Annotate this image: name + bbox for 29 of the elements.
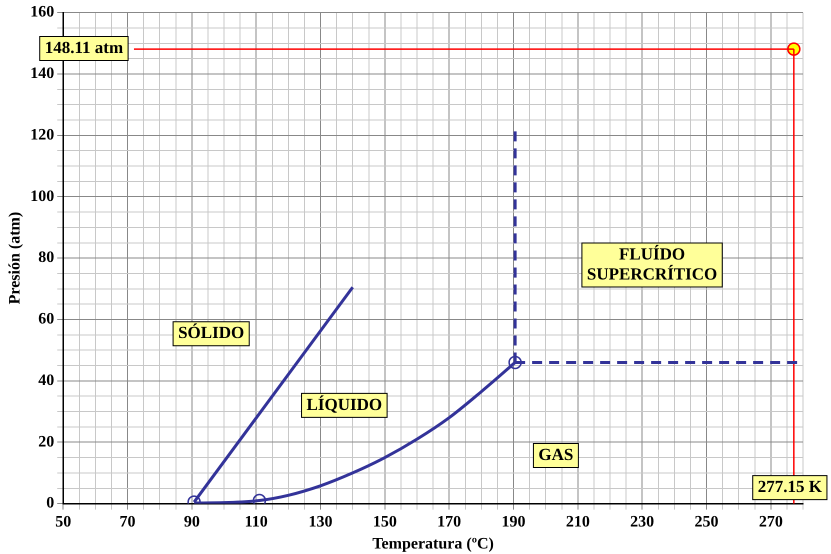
x-tick-label: 210	[566, 513, 590, 530]
x-tick-label: 130	[308, 513, 333, 530]
annotation: SÓLIDO	[178, 323, 244, 342]
x-tick-label: 170	[437, 513, 462, 530]
annotation: GAS	[538, 444, 574, 464]
x-tick-label: 250	[694, 513, 719, 530]
x-tick-label: 150	[372, 513, 397, 530]
y-tick-label: 140	[30, 65, 54, 82]
y-tick-label: 80	[38, 249, 54, 266]
x-tick-label: 50	[55, 513, 72, 530]
y-tick-label: 100	[30, 188, 54, 205]
annotation: 277.15 K	[758, 476, 823, 496]
y-tick-label: 0	[46, 494, 54, 512]
annotation: 148.11 atm	[44, 38, 124, 57]
y-axis-title: Presión (atm)	[6, 212, 24, 304]
x-tick-label: 90	[184, 513, 200, 530]
x-tick-label: 270	[758, 513, 783, 530]
annotation: FLUÍDO SUPERCRÍTICO	[586, 244, 718, 284]
y-tick-label: 20	[38, 433, 54, 450]
y-tick-label: 60	[38, 310, 54, 328]
x-tick-label: 110	[244, 513, 268, 530]
annotation: LÍQUIDO	[306, 394, 382, 414]
x-axis-title: Temperatura (ºC)	[372, 536, 494, 553]
y-tick-label: 40	[38, 372, 54, 389]
x-tick-label: 230	[630, 513, 654, 530]
x-tick-label: 190	[502, 513, 526, 530]
y-tick-label: 120	[30, 126, 54, 144]
x-tick-label: 70	[120, 513, 136, 530]
y-tick-label: 160	[30, 4, 54, 21]
